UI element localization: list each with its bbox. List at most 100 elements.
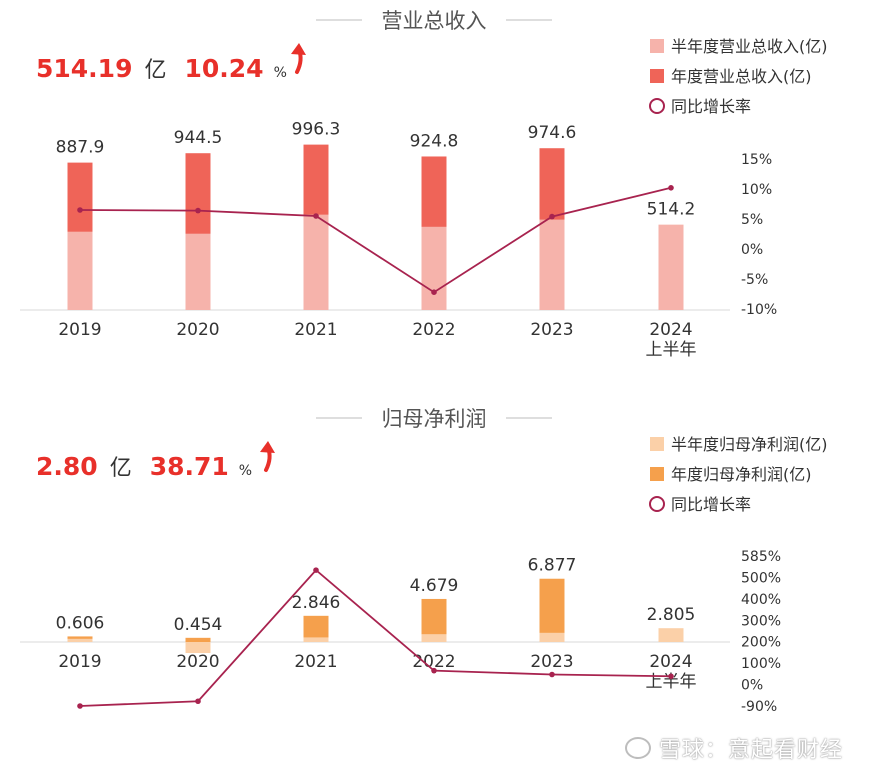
headline-growth-unit: % bbox=[274, 65, 287, 81]
x-tick-line: 2023 bbox=[530, 320, 573, 340]
x-tick-line: 2024 bbox=[649, 320, 692, 340]
growth-line bbox=[79, 568, 672, 707]
y2-tick-label-5: 100% bbox=[741, 656, 781, 672]
bar-half-1 bbox=[185, 233, 211, 310]
bar-label-5: 514.2 bbox=[647, 200, 696, 220]
y2-tick-label-7: -90% bbox=[741, 699, 777, 715]
headline: 514.19 亿 10.24% bbox=[36, 54, 287, 83]
x-tick-line: 2023 bbox=[530, 652, 573, 672]
legend-label-annual: 年度归母净利润(亿) bbox=[671, 465, 812, 484]
x-tick-line: 上半年 bbox=[646, 340, 697, 360]
x-tick-label-5: 2024 上半年 bbox=[646, 320, 697, 360]
bar-label-2: 2.846 bbox=[292, 593, 341, 613]
headline-unit: 亿 bbox=[110, 456, 132, 481]
bar-annual-4 bbox=[539, 578, 565, 642]
legend-swatch-half bbox=[650, 437, 664, 451]
legend-swatch-annual bbox=[650, 467, 664, 481]
bar-label-3: 4.679 bbox=[410, 576, 459, 596]
x-tick-line: 2024 bbox=[649, 652, 692, 672]
bar-half-2 bbox=[303, 214, 329, 310]
headline-value: 514.19 bbox=[36, 54, 132, 83]
bar-label-0: 0.606 bbox=[56, 613, 105, 633]
y2-tick-label-6: 0% bbox=[741, 678, 763, 694]
x-tick-label-1: 2020 bbox=[176, 652, 219, 672]
headline-growth: 38.71 bbox=[150, 452, 229, 481]
bar-half-2 bbox=[303, 637, 329, 642]
bar-half-3 bbox=[421, 634, 447, 642]
bar-label-5: 2.805 bbox=[647, 605, 696, 625]
growth-point-2 bbox=[313, 567, 319, 573]
bar-label-0: 887.9 bbox=[56, 138, 105, 158]
chart-panel-2: 归母净利润 2.80 亿 38.71 % 半年度归母净利润(亿) 年度归母净利润(亿) 同比增… bbox=[20, 407, 828, 715]
x-tick-label-0: 2019 bbox=[58, 320, 101, 340]
up-arrow-icon bbox=[260, 441, 275, 472]
y2-tick-label-0: 15% bbox=[741, 152, 772, 168]
bar-half-5 bbox=[658, 224, 684, 310]
growth-point-4 bbox=[549, 213, 555, 220]
chart-panel-1: 营业总收入 514.19 亿 10.24 % 半年度营业总收入(亿) 年度营业总收入(亿) 同… bbox=[20, 9, 828, 360]
legend-label-growth: 同比增长率 bbox=[671, 97, 751, 116]
legend-marker-growth bbox=[649, 496, 665, 512]
y2-tick-label-4: -5% bbox=[741, 272, 768, 288]
xueqiu-logo-icon bbox=[624, 737, 651, 759]
growth-point-0 bbox=[77, 207, 83, 213]
headline-growth-unit: % bbox=[239, 463, 252, 479]
x-tick-line: 2022 bbox=[412, 320, 455, 340]
headline-unit: 亿 bbox=[144, 58, 166, 83]
growth-point-1 bbox=[195, 698, 201, 705]
up-arrow-head bbox=[260, 441, 275, 453]
bar-half-0 bbox=[67, 638, 93, 642]
x-tick-line: 2022 bbox=[412, 652, 455, 672]
growth-line bbox=[79, 186, 672, 294]
x-tick-label-2: 2021 bbox=[294, 652, 337, 672]
bar-half-3 bbox=[421, 226, 447, 310]
growth-point-5 bbox=[668, 673, 674, 680]
x-tick-line: 上半年 bbox=[646, 672, 697, 692]
y2-tick-label-2: 400% bbox=[741, 592, 781, 608]
growth-point-2 bbox=[313, 213, 319, 219]
legend-label-half: 半年度营业总收入(亿) bbox=[671, 37, 828, 56]
y2-tick-label-1: 10% bbox=[741, 182, 772, 198]
x-tick-line: 2019 bbox=[58, 320, 101, 340]
watermark-text: 雪球：意起看财经 bbox=[658, 738, 843, 763]
growth-point-5 bbox=[668, 185, 674, 191]
growth-point-4 bbox=[549, 671, 555, 678]
bar-label-4: 974.6 bbox=[528, 123, 577, 143]
headline: 2.80 亿 38.71% bbox=[36, 452, 252, 481]
chart-title: 营业总收入 bbox=[382, 9, 487, 33]
x-tick-label-1: 2020 bbox=[176, 320, 219, 340]
bar-half-5 bbox=[658, 628, 684, 642]
chart-title: 归母净利润 bbox=[382, 407, 487, 431]
y2-tick-label-3: 0% bbox=[741, 242, 763, 258]
legend-label-growth: 同比增长率 bbox=[671, 495, 751, 514]
growth-point-3 bbox=[431, 289, 437, 296]
x-tick-label-0: 2019 bbox=[58, 652, 101, 672]
x-tick-label-2: 2021 bbox=[294, 320, 337, 340]
bar-half-4 bbox=[539, 632, 565, 642]
x-tick-label-5: 2024 上半年 bbox=[646, 652, 697, 692]
growth-point-1 bbox=[195, 207, 201, 214]
x-tick-line: 2020 bbox=[176, 652, 219, 672]
bar-label-1: 944.5 bbox=[174, 128, 223, 148]
y2-tick-label-4: 200% bbox=[741, 635, 781, 651]
x-tick-label-4: 2023 bbox=[530, 320, 573, 340]
growth-point-3 bbox=[431, 667, 437, 674]
legend-marker-growth bbox=[649, 98, 665, 114]
bar-label-4: 6.877 bbox=[528, 556, 577, 576]
bar-half-4 bbox=[539, 219, 565, 310]
legend-label-annual: 年度营业总收入(亿) bbox=[671, 67, 812, 86]
bar-annual-1 bbox=[185, 637, 211, 642]
x-tick-line: 2020 bbox=[176, 320, 219, 340]
y2-tick-label-1: 500% bbox=[741, 570, 781, 586]
bar-half-1 bbox=[185, 642, 211, 654]
x-tick-label-4: 2023 bbox=[530, 652, 573, 672]
bar-label-2: 996.3 bbox=[292, 120, 341, 140]
legend-label-half: 半年度归母净利润(亿) bbox=[671, 435, 828, 454]
legend-swatch-annual bbox=[650, 69, 664, 83]
bar-label-1: 0.454 bbox=[174, 615, 223, 635]
x-tick-line: 2019 bbox=[58, 652, 101, 672]
headline-value: 2.80 bbox=[36, 452, 98, 481]
growth-point-0 bbox=[77, 703, 83, 709]
